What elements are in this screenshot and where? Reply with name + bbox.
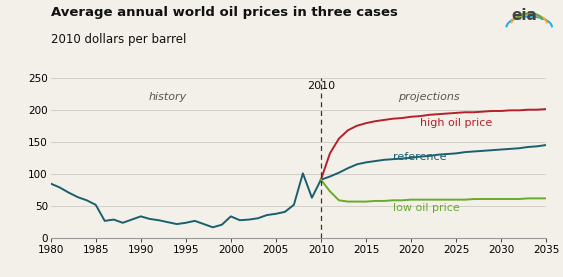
Text: history: history <box>149 92 187 102</box>
Text: eia: eia <box>512 8 538 23</box>
Text: 2010: 2010 <box>307 81 335 91</box>
Text: Average annual world oil prices in three cases: Average annual world oil prices in three… <box>51 6 397 19</box>
Text: high oil price: high oil price <box>420 117 492 127</box>
Text: reference: reference <box>393 152 446 162</box>
Text: low oil price: low oil price <box>393 203 460 213</box>
Text: projections: projections <box>398 92 460 102</box>
Text: 2010 dollars per barrel: 2010 dollars per barrel <box>51 33 186 46</box>
